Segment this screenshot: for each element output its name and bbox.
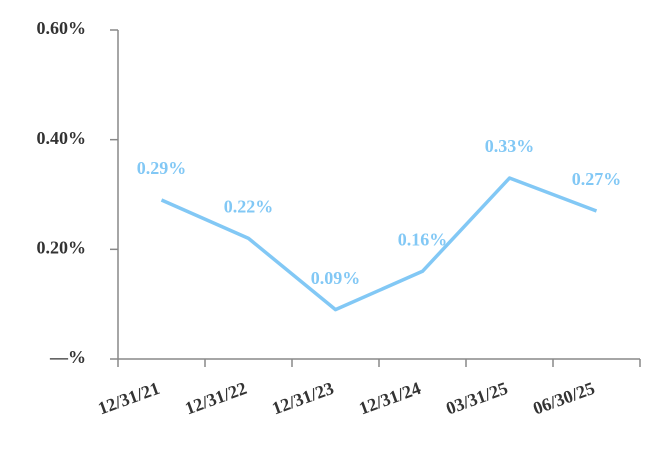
x-tick-label: 12/31/24 <box>356 378 423 419</box>
y-tick-label: —% <box>49 347 86 367</box>
data-label: 0.09% <box>311 268 361 288</box>
data-label: 0.29% <box>137 158 187 178</box>
x-tick-label: 12/31/22 <box>182 378 249 419</box>
x-tick-label: 03/31/25 <box>443 378 510 419</box>
data-label: 0.22% <box>224 196 274 216</box>
x-tick-label: 12/31/21 <box>95 378 162 419</box>
data-label: 0.33% <box>485 136 535 156</box>
data-label: 0.16% <box>398 229 448 249</box>
line <box>160 176 598 312</box>
y-tick-label: 0.20% <box>37 237 87 257</box>
y-tick-label: 0.40% <box>37 128 87 148</box>
x-tick-label: 06/30/25 <box>530 378 597 419</box>
y-tick-label: 0.60% <box>37 18 87 38</box>
data-label: 0.27% <box>572 169 622 189</box>
x-tick-label: 12/31/23 <box>269 378 336 419</box>
